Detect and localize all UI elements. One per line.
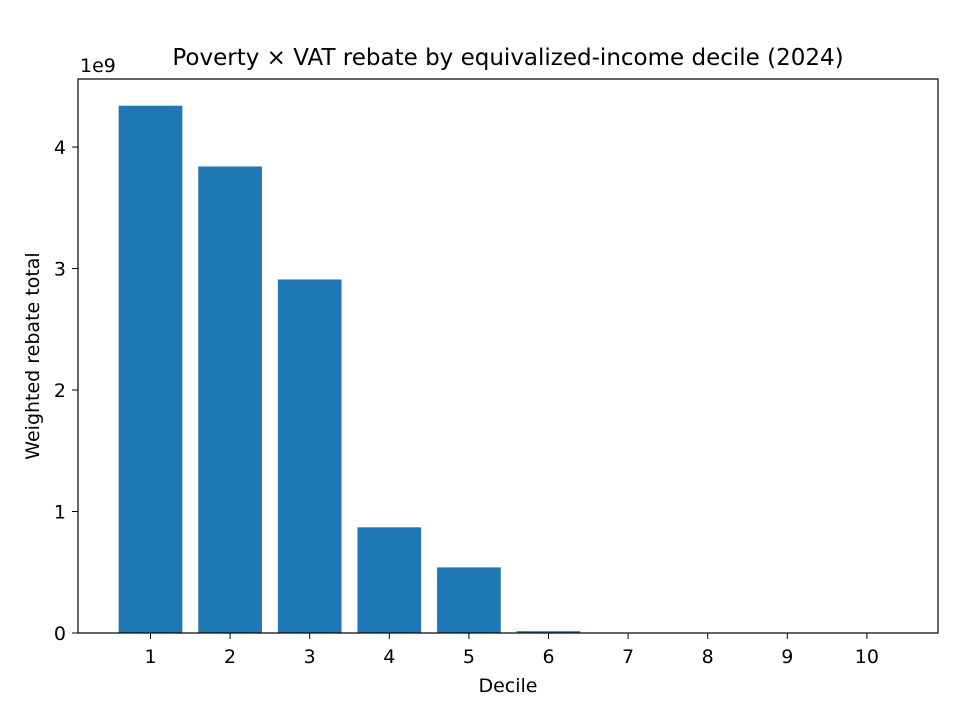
plot-area-frame [77, 78, 939, 634]
x-tick-label: 4 [383, 646, 395, 668]
x-tick-label: 3 [304, 646, 316, 668]
x-tick-label: 10 [855, 646, 879, 668]
y-tick-label: 0 [54, 623, 66, 645]
x-tick-label: 2 [224, 646, 236, 668]
bar-decile-4 [357, 527, 422, 633]
bar-decile-2 [198, 166, 262, 633]
bar-decile-5 [437, 567, 501, 633]
y-tick-label: 3 [54, 259, 66, 281]
y-tick-label: 2 [54, 380, 66, 402]
x-tick-label: 8 [702, 646, 714, 668]
y-tick-label: 4 [54, 137, 66, 159]
bar-decile-1 [118, 105, 183, 634]
x-tick-label: 9 [781, 646, 793, 668]
x-tick-label: 7 [622, 646, 634, 668]
bar-decile-6 [516, 631, 581, 633]
y-ticks-group: 0 1 2 3 4 [54, 137, 78, 645]
x-tick-label: 1 [144, 646, 156, 668]
x-tick-label: 6 [542, 646, 554, 668]
y-axis-label: Weighted rebate total [22, 252, 44, 459]
x-ticks-group: 1 2 3 4 5 6 7 8 9 10 [144, 633, 879, 668]
chart-title: Poverty × VAT rebate by equivalized-inco… [172, 45, 843, 71]
x-axis-label: Decile [478, 675, 537, 697]
bar-decile-3 [277, 279, 342, 633]
y-tick-label: 1 [54, 502, 66, 524]
x-tick-label: 5 [463, 646, 475, 668]
bars-group [118, 105, 581, 634]
y-offset-label: 1e9 [80, 55, 116, 77]
